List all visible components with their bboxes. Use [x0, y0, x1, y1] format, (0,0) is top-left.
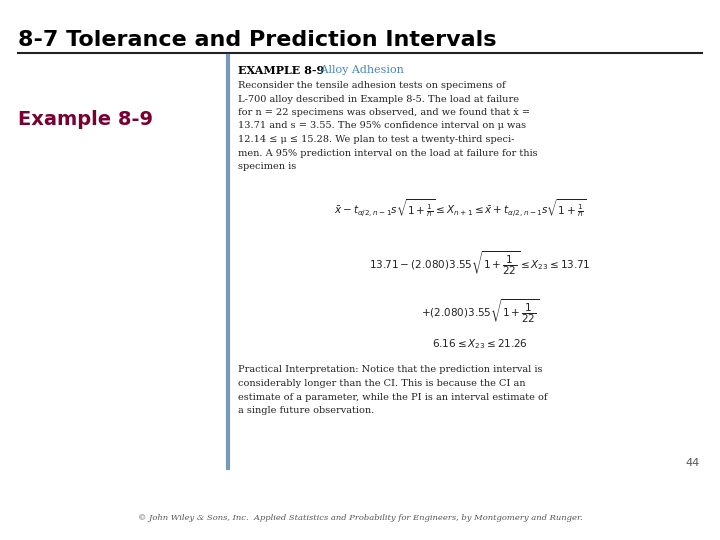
Text: $6.16 \leq X_{23} \leq 21.26$: $6.16 \leq X_{23} \leq 21.26$ [432, 338, 528, 352]
Text: $+ (2.080)3.55\sqrt{1+\dfrac{1}{22}}$: $+ (2.080)3.55\sqrt{1+\dfrac{1}{22}}$ [421, 298, 539, 326]
Text: L-700 alloy described in Example 8-5. The load at failure: L-700 alloy described in Example 8-5. Th… [238, 94, 519, 104]
Text: 44: 44 [685, 458, 700, 468]
Text: Alloy Adhesion: Alloy Adhesion [310, 65, 404, 75]
Text: $13.71 - (2.080)3.55\sqrt{1+\dfrac{1}{22}} \leq X_{23} \leq 13.71$: $13.71 - (2.080)3.55\sqrt{1+\dfrac{1}{22… [369, 249, 590, 278]
Text: 13.71 and s = 3.55. The 95% confidence interval on μ was: 13.71 and s = 3.55. The 95% confidence i… [238, 122, 526, 131]
Text: Example 8-9: Example 8-9 [18, 110, 153, 129]
Text: EXAMPLE 8-9: EXAMPLE 8-9 [238, 65, 324, 76]
Text: Reconsider the tensile adhesion tests on specimens of: Reconsider the tensile adhesion tests on… [238, 81, 505, 90]
Text: a single future observation.: a single future observation. [238, 406, 374, 415]
Text: 12.14 ≤ μ ≤ 15.28. We plan to test a twenty-third speci-: 12.14 ≤ μ ≤ 15.28. We plan to test a twe… [238, 135, 514, 144]
Text: Practical Interpretation: Notice that the prediction interval is: Practical Interpretation: Notice that th… [238, 366, 542, 375]
Text: for n = 22 specimens was observed, and we found that ẋ =: for n = 22 specimens was observed, and w… [238, 108, 530, 117]
Text: © John Wiley & Sons, Inc.  Applied Statistics and Probability for Engineers, by : © John Wiley & Sons, Inc. Applied Statis… [138, 514, 582, 522]
Text: estimate of a parameter, while the PI is an interval estimate of: estimate of a parameter, while the PI is… [238, 393, 547, 402]
Text: considerably longer than the CI. This is because the CI an: considerably longer than the CI. This is… [238, 379, 526, 388]
Text: 8-7 Tolerance and Prediction Intervals: 8-7 Tolerance and Prediction Intervals [18, 30, 497, 50]
Text: men. A 95% prediction interval on the load at failure for this: men. A 95% prediction interval on the lo… [238, 148, 538, 158]
Text: specimen is: specimen is [238, 162, 296, 171]
Text: $\bar{x} - t_{\alpha/2,n-1}s\sqrt{1+\frac{1}{n}} \leq X_{n+1} \leq \bar{x} + t_{: $\bar{x} - t_{\alpha/2,n-1}s\sqrt{1+\fra… [334, 198, 586, 219]
